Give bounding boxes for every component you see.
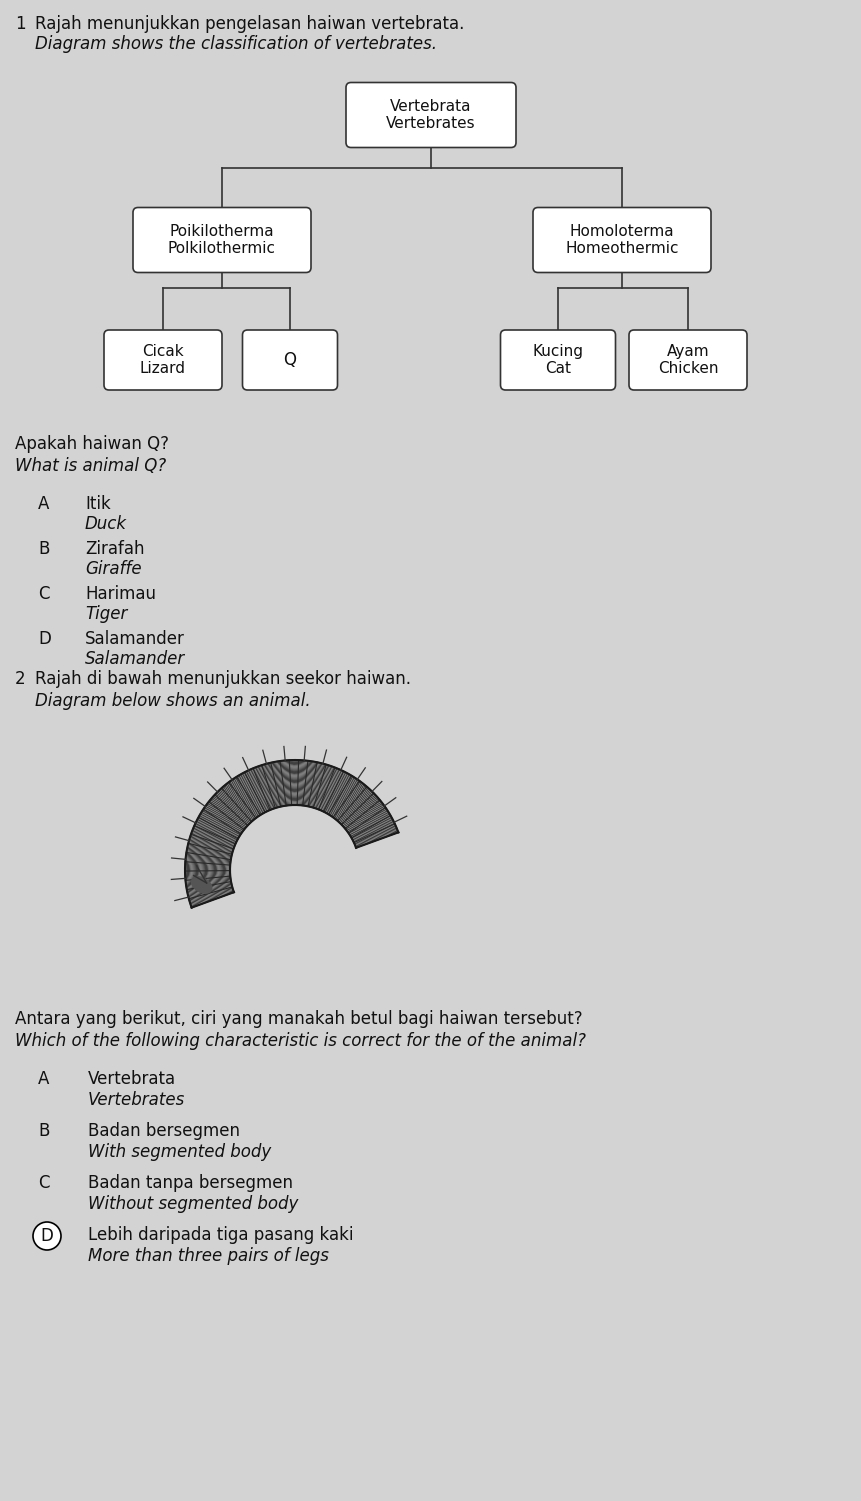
Text: Vertebrata
Vertebrates: Vertebrata Vertebrates [386,99,475,131]
Text: Which of the following characteristic is correct for the of the animal?: Which of the following characteristic is… [15,1033,585,1051]
Text: Homoloterma
Homeothermic: Homoloterma Homeothermic [565,224,678,257]
Text: Poikilotherma
Polkilothermic: Poikilotherma Polkilothermic [168,224,276,257]
Text: Vertebrata: Vertebrata [88,1070,176,1088]
FancyBboxPatch shape [345,83,516,147]
Text: Kucing
Cat: Kucing Cat [532,344,583,377]
Text: Badan bersegmen: Badan bersegmen [88,1123,239,1139]
Text: Rajah menunjukkan pengelasan haiwan vertebrata.: Rajah menunjukkan pengelasan haiwan vert… [35,15,464,33]
FancyBboxPatch shape [500,330,615,390]
Text: Harimau: Harimau [85,585,156,603]
Text: Cicak
Lizard: Cicak Lizard [139,344,186,377]
Text: B: B [38,1123,49,1139]
Text: D: D [40,1226,53,1244]
Text: C: C [38,585,49,603]
Text: 1: 1 [15,15,26,33]
FancyBboxPatch shape [133,207,311,273]
Text: Salamander: Salamander [85,650,185,668]
Text: Lebih daripada tiga pasang kaki: Lebih daripada tiga pasang kaki [88,1226,353,1244]
Text: B: B [38,540,49,558]
Text: A: A [38,1070,49,1088]
Text: Itik: Itik [85,495,110,513]
Text: D: D [38,630,51,648]
FancyBboxPatch shape [532,207,710,273]
Text: Duck: Duck [85,515,127,533]
Text: Rajah di bawah menunjukkan seekor haiwan.: Rajah di bawah menunjukkan seekor haiwan… [35,669,411,687]
Text: Q: Q [283,351,296,369]
Text: Tiger: Tiger [85,605,127,623]
Text: Giraffe: Giraffe [85,560,141,578]
Text: Antara yang berikut, ciri yang manakah betul bagi haiwan tersebut?: Antara yang berikut, ciri yang manakah b… [15,1010,582,1028]
Text: Apakah haiwan Q?: Apakah haiwan Q? [15,435,169,453]
Text: What is animal Q?: What is animal Q? [15,456,166,474]
Text: Without segmented body: Without segmented body [88,1195,298,1213]
Text: Zirafah: Zirafah [85,540,145,558]
Circle shape [33,1222,61,1250]
Text: Badan tanpa bersegmen: Badan tanpa bersegmen [88,1174,293,1192]
Text: Diagram shows the classification of vertebrates.: Diagram shows the classification of vert… [35,35,437,53]
Text: Ayam
Chicken: Ayam Chicken [657,344,717,377]
FancyBboxPatch shape [629,330,746,390]
FancyBboxPatch shape [242,330,338,390]
Text: C: C [38,1174,49,1192]
Text: Salamander: Salamander [85,630,184,648]
Text: 2: 2 [15,669,26,687]
Text: A: A [38,495,49,513]
Text: Diagram below shows an animal.: Diagram below shows an animal. [35,692,310,710]
Text: With segmented body: With segmented body [88,1142,271,1160]
Text: Vertebrates: Vertebrates [88,1091,185,1109]
FancyBboxPatch shape [104,330,222,390]
Text: More than three pairs of legs: More than three pairs of legs [88,1247,329,1265]
Ellipse shape [191,877,212,893]
